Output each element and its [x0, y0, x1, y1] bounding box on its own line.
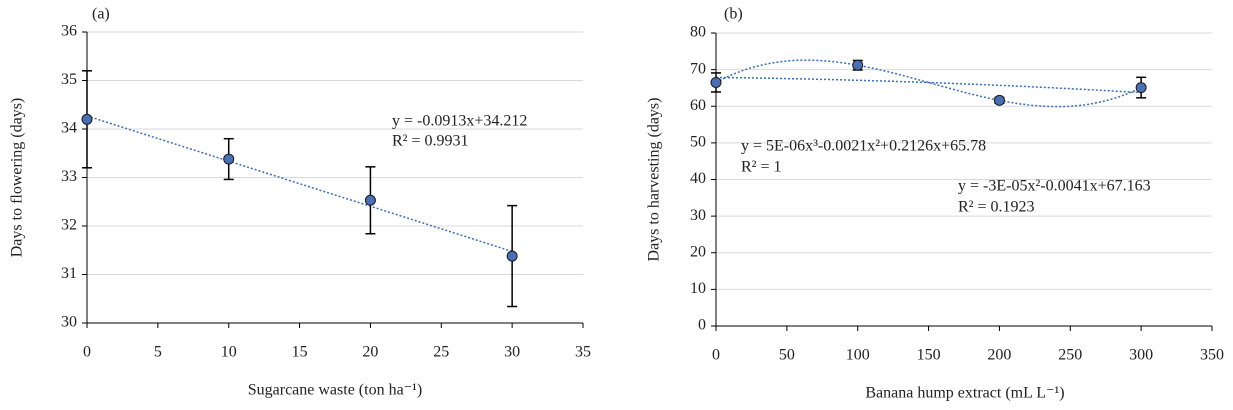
- data-point: [364, 194, 376, 206]
- data-point: [1135, 82, 1147, 94]
- x-tick-label: 350: [1200, 347, 1224, 364]
- x-tick-label: 50: [779, 347, 795, 364]
- x-tick-label: 150: [917, 347, 941, 364]
- x-tick-label: 25: [433, 344, 449, 361]
- y-tick-label: 34: [61, 120, 77, 137]
- x-tick-label: 100: [846, 347, 870, 364]
- trend-equation: y = -0.0913x+34.212: [392, 113, 527, 130]
- data-point: [993, 94, 1005, 106]
- x-tick-label: 200: [987, 347, 1011, 364]
- y-tick-label: 50: [690, 134, 706, 151]
- y-tick-label: 31: [61, 265, 77, 282]
- x-tick-label: 15: [292, 344, 308, 361]
- y-tick-label: 35: [61, 71, 77, 88]
- data-point: [710, 76, 722, 88]
- y-axis-label: Days to harvesting (days): [646, 98, 663, 262]
- y-tick-label: 30: [690, 207, 706, 224]
- x-tick-label: 0: [712, 347, 720, 364]
- data-point: [223, 153, 235, 165]
- y-tick-label: 10: [690, 280, 706, 297]
- data-point: [81, 113, 93, 125]
- x-tick-label: 35: [575, 344, 591, 361]
- x-tick-label: 300: [1129, 347, 1153, 364]
- y-tick-label: 70: [690, 60, 706, 77]
- x-tick-label: 30: [504, 344, 520, 361]
- trend-equation: y = 5E-06x³-0.0021x²+0.2126x+65.78: [741, 138, 986, 155]
- trendline: [715, 76, 1142, 94]
- x-tick-label: 250: [1058, 347, 1082, 364]
- trendline: [715, 59, 1142, 108]
- y-tick-label: 80: [690, 24, 706, 41]
- trend-equation: y = -3E-05x²-0.0041x+67.163: [958, 178, 1151, 195]
- y-tick-label: 40: [690, 170, 706, 187]
- y-tick-label: 60: [690, 97, 706, 114]
- trend-r-squared: R² = 0.9931: [392, 133, 469, 150]
- y-tick-label: 0: [698, 317, 706, 334]
- data-point: [852, 59, 864, 71]
- x-tick-label: 0: [83, 344, 91, 361]
- y-tick-label: 32: [61, 217, 77, 234]
- trend-r-squared: R² = 1: [741, 159, 782, 176]
- y-tick-label: 30: [61, 314, 77, 331]
- x-axis-label: Sugarcane waste (ton ha⁻¹): [248, 382, 423, 399]
- x-tick-label: 10: [221, 344, 237, 361]
- x-tick-label: 5: [154, 344, 162, 361]
- panel-label: (b): [724, 6, 743, 23]
- x-axis-label: Banana hump extract (mL L⁻¹): [865, 385, 1064, 402]
- data-point: [506, 250, 518, 262]
- y-axis-label: Days to flowering (days): [9, 98, 26, 258]
- trend-r-squared: R² = 0.1923: [958, 199, 1035, 216]
- x-tick-label: 20: [362, 344, 378, 361]
- y-tick-label: 36: [61, 23, 77, 40]
- y-tick-label: 33: [61, 168, 77, 185]
- panel-label: (a): [92, 6, 110, 23]
- y-tick-label: 20: [690, 243, 706, 260]
